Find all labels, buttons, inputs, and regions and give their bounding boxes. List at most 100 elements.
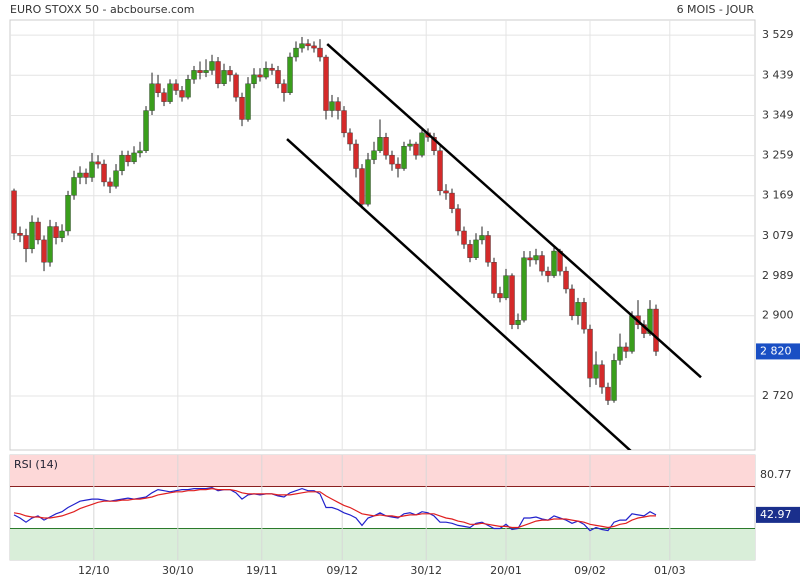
candle-body xyxy=(257,74,263,78)
candle-body xyxy=(41,239,47,263)
rsi-value-box xyxy=(756,506,800,523)
candle-body xyxy=(269,67,275,71)
candle-body xyxy=(401,146,407,169)
candle-body xyxy=(413,143,419,156)
candle-body xyxy=(341,110,347,134)
y-tick-label: 3 349 xyxy=(762,108,794,121)
candle-body xyxy=(203,70,209,73)
candle-body xyxy=(329,101,335,111)
candle-body xyxy=(419,132,425,156)
candle-body xyxy=(347,132,353,145)
candle-body xyxy=(251,74,257,84)
x-tick-label: 09/02 xyxy=(574,564,606,577)
candle-body xyxy=(497,293,503,299)
chart-title: EURO STOXX 50 - abcbourse.com xyxy=(10,3,194,16)
candle-body xyxy=(83,172,89,178)
candle-body xyxy=(509,275,515,325)
y-tick-label: 3 079 xyxy=(762,229,794,242)
candle-body xyxy=(65,195,71,232)
candle-body xyxy=(89,161,95,178)
rsi-zone xyxy=(10,528,755,560)
candle-body xyxy=(587,328,593,379)
candle-body xyxy=(377,137,383,151)
candle-body xyxy=(521,257,527,321)
candle-body xyxy=(653,308,659,352)
candle-body xyxy=(335,101,341,111)
candle-body xyxy=(467,244,473,258)
candle-body xyxy=(119,154,125,171)
x-tick-label: 09/12 xyxy=(326,564,358,577)
candle-body xyxy=(179,90,185,98)
candle-body xyxy=(317,47,323,58)
candle-body xyxy=(461,230,467,245)
candle-body xyxy=(491,262,497,294)
candle-body xyxy=(167,83,173,102)
candle-body xyxy=(581,302,587,330)
candle-body xyxy=(197,70,203,73)
plot-frame xyxy=(9,19,756,451)
candle-body xyxy=(113,170,119,187)
y-tick-label: 80.77 xyxy=(760,468,792,481)
candle-body xyxy=(503,275,509,299)
candle-body xyxy=(95,161,101,165)
candle-body xyxy=(227,70,233,76)
candle-body xyxy=(221,70,227,84)
rsi-zone xyxy=(10,455,755,487)
candle-body xyxy=(47,226,53,263)
candle-body xyxy=(395,163,401,169)
candle-body xyxy=(647,308,653,334)
trend-line xyxy=(286,138,632,450)
candle-body xyxy=(599,364,605,388)
candle-body xyxy=(131,152,137,163)
candle-body xyxy=(623,346,629,352)
candles xyxy=(11,36,659,405)
candle-body xyxy=(593,364,599,379)
trend-line xyxy=(326,43,702,379)
candle-body xyxy=(473,239,479,258)
candle-body xyxy=(323,56,329,111)
candle-body xyxy=(455,208,461,232)
candle-body xyxy=(155,83,161,93)
rsi-line xyxy=(13,487,656,529)
last-price-label: 2 820 xyxy=(760,344,792,357)
candle-body xyxy=(575,302,581,316)
candle-body xyxy=(59,230,65,238)
candle-body xyxy=(611,360,617,401)
y-tick-label: 3 529 xyxy=(762,28,794,41)
period: 6 MOIS - JOUR xyxy=(677,3,755,16)
candle-body xyxy=(479,235,485,241)
candle-body xyxy=(161,92,167,102)
candle-body xyxy=(245,83,251,120)
candle-body xyxy=(365,159,371,205)
candle-body xyxy=(407,143,413,147)
candle-body xyxy=(305,43,311,47)
candle-body xyxy=(551,250,557,276)
candle-body xyxy=(275,70,281,84)
candle-body xyxy=(437,150,443,192)
candle-body xyxy=(239,96,245,120)
x-tick-label: 20/01 xyxy=(490,564,522,577)
candle-body xyxy=(383,137,389,156)
rsi-value-label: 42.97 xyxy=(760,508,792,521)
candle-body xyxy=(299,43,305,49)
candle-body xyxy=(29,221,35,250)
candle-body xyxy=(137,150,143,154)
y-tick-label: 2 900 xyxy=(762,309,794,322)
x-tick-label: 19/11 xyxy=(246,564,278,577)
candle-body xyxy=(263,67,269,78)
candle-body xyxy=(431,137,437,151)
candle-body xyxy=(281,83,287,93)
candle-body xyxy=(143,110,149,151)
candle-body xyxy=(311,45,317,49)
candle-body xyxy=(629,315,635,352)
candle-body xyxy=(287,56,293,93)
candle-body xyxy=(17,233,23,236)
candle-body xyxy=(449,192,455,209)
candle-body xyxy=(233,74,239,98)
candle-body xyxy=(359,168,365,205)
candle-body xyxy=(389,154,395,165)
candle-body xyxy=(71,177,77,196)
candle-body xyxy=(605,386,611,401)
rsi-title: RSI (14) xyxy=(14,458,58,471)
